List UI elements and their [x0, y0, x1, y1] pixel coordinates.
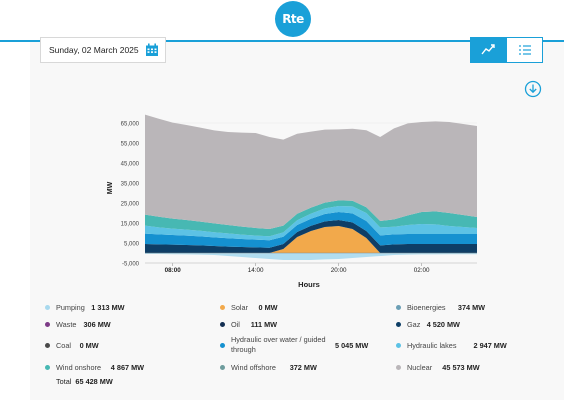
legend-label: Coal — [56, 340, 72, 350]
legend-value: 5 045 MW — [335, 340, 369, 350]
legend-swatch — [45, 342, 50, 348]
area-solar — [145, 226, 477, 253]
date-value: Sunday, 02 March 2025 — [49, 45, 139, 55]
y-tick-label: -5,000 — [122, 261, 140, 267]
legend-item[interactable]: Bioenergies 374 MW — [396, 300, 485, 314]
logo-text: Rte — [282, 12, 304, 26]
legend-label: Hydraulic over water / guided through — [231, 335, 326, 354]
legend-swatch — [45, 304, 50, 310]
x-axis: 08:00 14:00 20:00 02:00 — [145, 262, 477, 274]
legend-swatch — [45, 321, 50, 327]
area-series — [145, 114, 477, 260]
legend-item[interactable]: Wind onshore 4 867 MW — [45, 360, 144, 374]
legend-item[interactable]: Solar 0 MW — [220, 300, 278, 314]
y-axis-label: MW — [107, 181, 114, 194]
rte-logo[interactable]: Rte — [275, 1, 311, 37]
legend-value: 45 573 MW — [442, 362, 480, 372]
total-row: Total 65 428 MW — [56, 377, 113, 386]
legend-label: Gaz — [407, 319, 421, 329]
legend-item[interactable]: Pumping 1 313 MW — [45, 300, 125, 314]
legend-value: 374 MW — [457, 302, 486, 312]
legend-item[interactable]: Wind offshore 372 MW — [220, 360, 317, 374]
legend-item[interactable]: Hydraulic over water / guided through 5 0… — [220, 335, 368, 354]
total-label: Total — [56, 377, 72, 386]
legend-swatch — [396, 304, 401, 310]
legend-label: Oil — [231, 319, 240, 329]
legend-label: Waste — [56, 319, 77, 329]
legend-item[interactable]: Gaz 4 520 MW — [396, 317, 460, 331]
legend-label: Wind onshore — [56, 362, 102, 372]
y-tick-label: 65,000 — [121, 121, 140, 127]
legend-value: 0 MW — [79, 340, 99, 350]
y-tick-label: 25,000 — [121, 201, 140, 207]
chart-view-button[interactable] — [470, 37, 506, 63]
x-tick-label: 08:00 — [165, 267, 182, 274]
legend-value: 372 MW — [289, 362, 317, 372]
list-icon — [518, 45, 531, 55]
legend-swatch — [220, 342, 225, 348]
legend-value: 0 MW — [258, 302, 278, 312]
download-icon[interactable] — [524, 80, 542, 98]
legend-value: 111 MW — [250, 319, 278, 329]
area-gaz — [145, 220, 477, 253]
area-hydraulic-lakes — [145, 206, 477, 241]
total-value: 65 428 MW — [75, 377, 113, 386]
legend-value: 1 313 MW — [91, 302, 125, 312]
header-divider — [0, 40, 564, 42]
legend-swatch — [396, 342, 401, 348]
y-tick-label: 15,000 — [121, 221, 140, 227]
y-tick-label: 35,000 — [121, 181, 140, 187]
date-picker[interactable]: Sunday, 02 March 2025 — [40, 37, 166, 63]
y-tick-label: 55,000 — [121, 141, 140, 147]
legend-item[interactable]: Waste 306 MW — [45, 317, 111, 331]
legend-label: Pumping — [56, 302, 85, 312]
production-chart: -5,000 5,000 15,000 25,000 35,000 45,000 55,00… — [107, 114, 477, 289]
line-chart-icon — [481, 44, 495, 55]
legend-item[interactable]: Coal 0 MW — [45, 338, 99, 352]
legend-swatch — [220, 321, 225, 327]
area-pumping — [145, 253, 477, 260]
x-tick-label: 02:00 — [414, 267, 430, 274]
y-tick-label: 5,000 — [124, 241, 140, 247]
legend-swatch — [220, 364, 225, 370]
legend-value: 4 867 MW — [110, 362, 145, 372]
legend-label: Nuclear — [407, 362, 433, 372]
area-wind-onshore — [145, 200, 477, 237]
legend-item[interactable]: Nuclear 45 573 MW — [396, 360, 480, 374]
legend-item[interactable]: Hydraulic lakes 2 947 MW — [396, 338, 507, 352]
x-tick-label: 14:00 — [248, 267, 264, 274]
header-bar: Rte — [0, 0, 564, 42]
table-view-button[interactable] — [506, 37, 543, 63]
legend-swatch — [220, 304, 225, 310]
x-tick-label: 20:00 — [331, 267, 347, 274]
legend-value: 4 520 MW — [426, 319, 460, 329]
y-tick-label: 45,000 — [121, 161, 140, 167]
legend-swatch — [45, 364, 50, 370]
legend-label: Bioenergies — [407, 302, 446, 312]
legend-item[interactable]: Oil 111 MW — [220, 317, 277, 331]
legend-label: Hydraulic lakes — [407, 340, 457, 350]
legend-swatch — [396, 321, 401, 327]
area-hydraulic-over-water-guided-through — [145, 212, 477, 248]
legend-label: Solar — [231, 302, 249, 312]
calendar-icon[interactable] — [145, 43, 159, 57]
y-axis: -5,000 5,000 15,000 25,000 35,000 45,000 55,00… — [121, 121, 140, 267]
area-nuclear — [145, 114, 477, 229]
legend-value: 306 MW — [83, 319, 111, 329]
legend-value: 2 947 MW — [473, 340, 507, 350]
legend-swatch — [396, 364, 401, 370]
x-axis-label: Hours — [298, 280, 320, 289]
legend-label: Wind offshore — [231, 362, 276, 372]
